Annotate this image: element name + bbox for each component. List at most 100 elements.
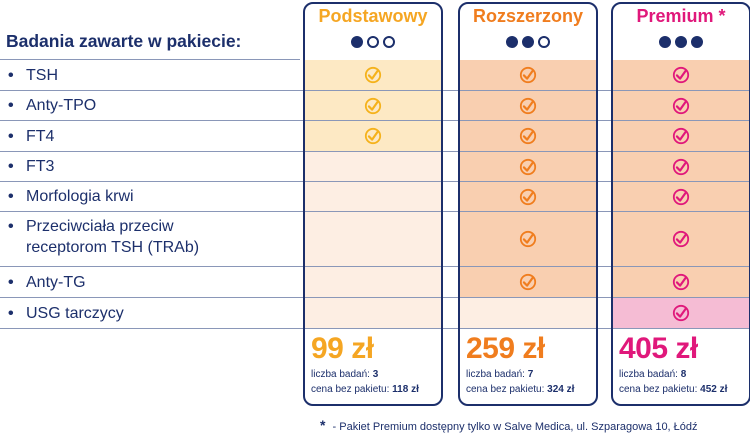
footnote: * - Pakiet Premium dostępny tylko w Salv… — [320, 417, 698, 433]
regular-price-label: cena bez pakietu: — [311, 384, 390, 395]
checkmark-icon — [672, 188, 690, 205]
checkmark-icon — [519, 97, 537, 114]
row-label-text: Przeciwciała przeciw receptorom TSH (TRAb… — [26, 216, 199, 258]
tests-count-label: liczba badań: — [619, 369, 678, 380]
level-dot — [506, 36, 518, 48]
package-cell — [460, 121, 596, 151]
row-label-line: receptorom TSH (TRAb) — [26, 239, 200, 256]
level-dot — [383, 36, 395, 48]
checkmark-icon — [519, 66, 537, 84]
package-cell — [613, 91, 749, 120]
checkmark-icon — [672, 127, 690, 145]
tests-count: liczba badań: 3 — [311, 369, 378, 380]
regular-price-value: 118 zł — [392, 384, 419, 395]
bullet: • — [8, 97, 14, 114]
row-label: • Anty-TPO — [8, 95, 96, 116]
regular-price-label: cena bez pakietu: — [466, 384, 545, 395]
row-label: • Morfologia krwi — [8, 186, 134, 207]
row-label: • USG tarczycy — [8, 303, 124, 324]
row-divider — [0, 181, 750, 182]
package-cell — [305, 152, 441, 181]
package-cell — [613, 212, 749, 266]
package-name: Premium * — [636, 6, 726, 26]
package-cell — [460, 267, 596, 297]
checkmark-icon — [519, 230, 537, 248]
regular-price-value: 452 zł — [700, 384, 728, 395]
package-cell — [613, 152, 749, 181]
package-price: 259 zł — [466, 332, 545, 365]
tests-count-label: liczba badań: — [466, 369, 525, 380]
bullet: • — [8, 304, 14, 322]
package-cell — [305, 121, 441, 151]
package-cell — [460, 212, 596, 266]
level-dot — [691, 36, 703, 48]
package-cell — [305, 298, 441, 328]
tests-count: liczba badań: 7 — [466, 369, 533, 380]
tests-count-label: liczba badań: — [311, 369, 370, 380]
package-cell — [305, 91, 441, 120]
row-label-line: Przeciwciała przeciw — [26, 218, 174, 235]
row-label-text: Morfologia krwi — [26, 188, 134, 205]
package-level-dots — [611, 35, 750, 53]
checkmark-icon — [672, 230, 690, 248]
checkmark-icon — [672, 304, 690, 322]
package-cell — [460, 91, 596, 120]
row-label: • FT4 — [8, 126, 54, 147]
package-column — [458, 2, 598, 406]
row-label: • FT3 — [8, 156, 54, 177]
package-cell — [460, 298, 596, 328]
package-cell — [613, 121, 749, 151]
checkmark-icon — [672, 97, 690, 114]
tests-count-value: 7 — [527, 369, 534, 380]
package-cell — [460, 182, 596, 211]
row-divider — [0, 211, 750, 212]
package-price: 99 zł — [311, 332, 374, 365]
regular-price: cena bez pakietu: 324 zł — [466, 384, 574, 395]
row-label-text: Anty-TG — [26, 273, 86, 291]
checkmark-icon — [364, 97, 382, 114]
tests-count: liczba badań: 8 — [619, 369, 686, 380]
checkmark-icon — [364, 127, 382, 145]
level-dot — [659, 36, 671, 48]
footnote-star: * — [320, 417, 326, 433]
row-divider — [0, 90, 750, 91]
row-label-text: USG tarczycy — [26, 304, 124, 322]
checkmark-icon — [672, 66, 690, 84]
level-dot — [675, 36, 687, 48]
regular-price: cena bez pakietu: 118 zł — [311, 384, 419, 395]
regular-price-label: cena bez pakietu: — [619, 384, 698, 395]
package-name: Podstawowy — [318, 6, 428, 26]
level-dot — [538, 36, 550, 48]
bullet: • — [8, 188, 14, 205]
footnote-text: - Pakiet Premium dostępny tylko w Salve … — [332, 421, 698, 433]
bullet: • — [8, 218, 14, 235]
package-level-dots — [303, 35, 443, 53]
page-heading: Badania zawarte w pakiecie: — [6, 31, 242, 51]
package-cell — [613, 60, 749, 90]
row-divider — [0, 328, 750, 329]
level-dot — [522, 36, 534, 48]
row-label: • TSH — [8, 65, 58, 86]
checkmark-icon — [519, 188, 537, 205]
checkmark-icon — [519, 158, 537, 175]
regular-price: cena bez pakietu: 452 zł — [619, 384, 727, 395]
package-cell — [613, 298, 749, 328]
package-cell — [613, 182, 749, 211]
bullet: • — [8, 127, 14, 145]
checkmark-icon — [672, 158, 690, 175]
checkmark-icon — [672, 273, 690, 291]
bullet: • — [8, 158, 14, 175]
package-cell — [460, 152, 596, 181]
package-cell — [613, 267, 749, 297]
row-label: • Przeciwciała przeciw receptorom TSH (TRA… — [8, 216, 199, 258]
package-cell — [460, 60, 596, 90]
bullet: • — [8, 66, 14, 84]
row-label-text: TSH — [26, 66, 58, 84]
row-divider — [0, 151, 750, 152]
package-price: 405 zł — [619, 332, 698, 365]
checkmark-icon — [364, 66, 382, 84]
row-divider — [0, 120, 750, 121]
package-level-dots — [458, 35, 598, 53]
row-divider — [0, 59, 300, 60]
row-label-text: FT3 — [26, 158, 55, 175]
